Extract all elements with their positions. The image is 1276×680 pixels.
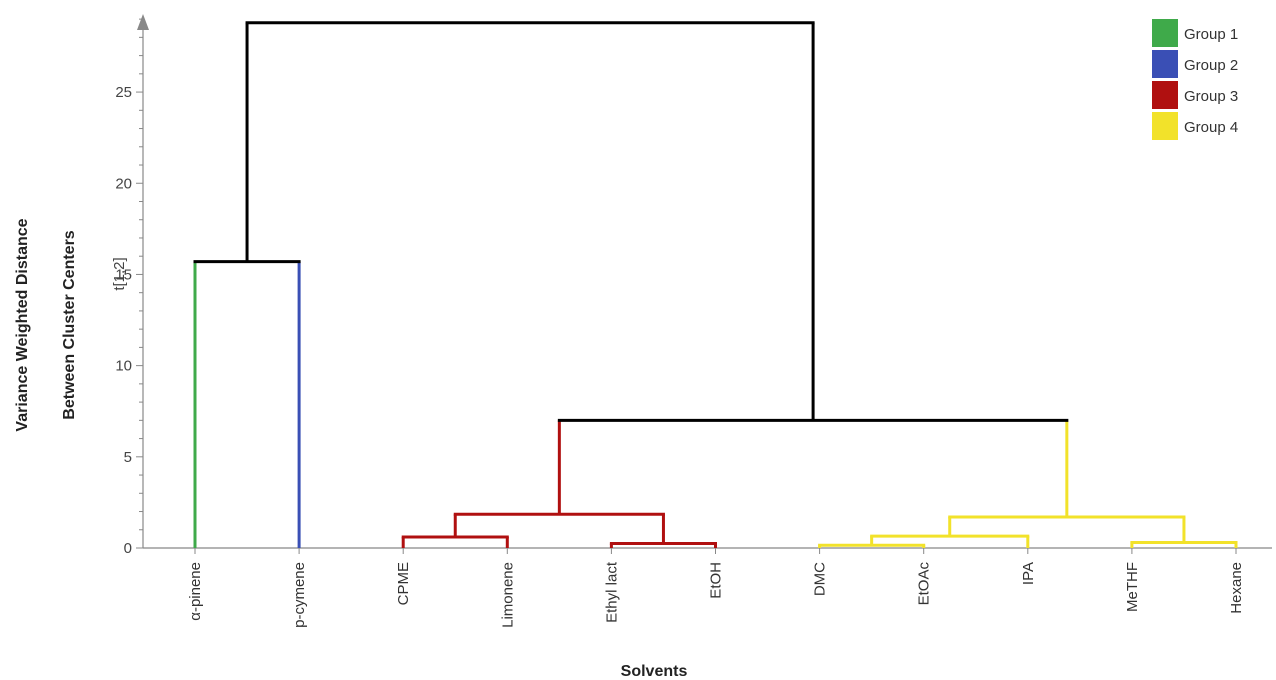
y-axis-title-line1: Variance Weighted Distance xyxy=(14,218,31,431)
legend-label: Group 2 xyxy=(1184,57,1238,74)
y-tick-label: 20 xyxy=(115,175,132,192)
y-tick-label: 15 xyxy=(115,266,132,283)
leaf-label: IPA xyxy=(1020,562,1037,585)
y-axis-arrow xyxy=(137,14,149,30)
y-tick-label: 10 xyxy=(115,358,132,375)
leaf-label: p-cymene xyxy=(291,562,308,628)
legend-swatch xyxy=(1152,81,1178,109)
leaf-label: EtOH xyxy=(708,562,725,599)
x-axis-title: Solvents xyxy=(621,663,688,680)
axes: 0 5 10 15 20 25 xyxy=(115,14,1272,557)
leaf-label: Ethyl lact xyxy=(603,561,620,623)
y-tick-label: 5 xyxy=(124,449,132,466)
legend-label: Group 1 xyxy=(1184,26,1238,43)
legend-swatch xyxy=(1152,50,1178,78)
leaf-label: Limonene xyxy=(499,562,516,628)
leaf-label: α-pinene xyxy=(187,562,204,621)
legend: Group 1 Group 2 Group 3 Group 4 xyxy=(1152,19,1238,140)
legend-swatch xyxy=(1152,19,1178,47)
leaf-label: CPME xyxy=(395,562,412,605)
legend-label: Group 3 xyxy=(1184,88,1238,105)
y-tick-label: 25 xyxy=(115,84,132,101)
legend-swatch xyxy=(1152,112,1178,140)
leaf-label: EtOAc xyxy=(916,562,933,606)
y-tick-label: 0 xyxy=(124,540,132,557)
legend-label: Group 4 xyxy=(1184,119,1238,136)
y-axis-title-line2: Between Cluster Centers xyxy=(61,230,78,419)
x-axis-labels: α-pinene p-cymene CPME Limonene Ethyl lact Et… xyxy=(187,561,1245,628)
leaf-label: Hexane xyxy=(1228,562,1245,614)
y-axis-subtitle: t[1,2] xyxy=(111,257,128,290)
dendrogram-links xyxy=(193,21,1238,548)
leaf-label: DMC xyxy=(812,562,829,596)
leaf-label: MeTHF xyxy=(1124,562,1141,612)
